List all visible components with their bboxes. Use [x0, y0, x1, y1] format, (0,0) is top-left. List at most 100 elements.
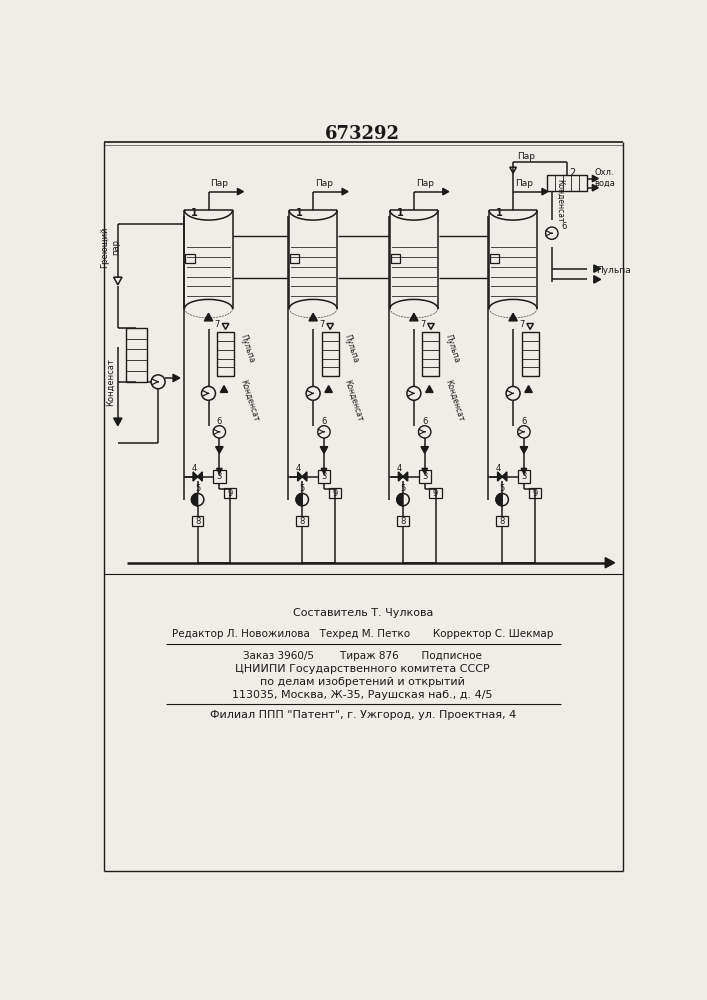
Polygon shape — [114, 418, 122, 426]
Circle shape — [306, 386, 320, 400]
Text: 6: 6 — [521, 417, 527, 426]
Text: Охл.
вода: Охл. вода — [595, 168, 615, 187]
Text: 3: 3 — [422, 472, 428, 481]
Bar — [322, 332, 339, 376]
Polygon shape — [498, 472, 502, 481]
Text: Конденсат: Конденсат — [343, 379, 365, 423]
Bar — [126, 328, 147, 382]
Polygon shape — [592, 185, 598, 191]
Polygon shape — [193, 472, 198, 481]
Text: 3: 3 — [321, 472, 327, 481]
Polygon shape — [422, 468, 428, 473]
Text: 6: 6 — [422, 417, 428, 426]
Bar — [529, 488, 541, 498]
Polygon shape — [502, 472, 507, 481]
Text: Конденсат: Конденсат — [105, 358, 115, 406]
Polygon shape — [192, 493, 198, 506]
Bar — [224, 488, 236, 498]
Polygon shape — [443, 188, 449, 195]
Text: 7: 7 — [519, 320, 525, 329]
Circle shape — [192, 493, 204, 506]
Circle shape — [296, 493, 308, 506]
Text: Конденсат: Конденсат — [556, 179, 565, 223]
Text: 1: 1 — [296, 208, 303, 218]
Bar — [496, 516, 508, 526]
Bar — [429, 488, 442, 498]
Circle shape — [213, 426, 226, 438]
Polygon shape — [403, 472, 408, 481]
Circle shape — [407, 386, 421, 400]
Text: 7: 7 — [420, 320, 426, 329]
Polygon shape — [320, 447, 328, 453]
Polygon shape — [542, 188, 548, 195]
Polygon shape — [221, 386, 228, 392]
Text: Пульпа: Пульпа — [238, 333, 256, 364]
Circle shape — [546, 227, 558, 239]
Polygon shape — [426, 386, 433, 392]
Bar — [317, 470, 330, 483]
Text: 673292: 673292 — [325, 125, 400, 143]
Polygon shape — [521, 468, 527, 473]
Polygon shape — [520, 447, 527, 453]
Text: Пар: Пар — [211, 179, 228, 188]
Polygon shape — [296, 493, 303, 506]
Bar — [522, 332, 539, 376]
Text: 9: 9 — [433, 489, 438, 498]
Polygon shape — [594, 265, 601, 272]
Text: Пульпа: Пульпа — [596, 266, 631, 275]
Circle shape — [317, 426, 330, 438]
Text: 8: 8 — [500, 517, 505, 526]
Bar — [192, 516, 204, 526]
Text: 4: 4 — [397, 464, 402, 473]
Text: Конденсат: Конденсат — [238, 379, 260, 423]
Polygon shape — [342, 188, 348, 195]
Polygon shape — [298, 472, 303, 481]
Bar — [397, 516, 409, 526]
Polygon shape — [204, 313, 213, 321]
Bar — [490, 254, 499, 263]
Circle shape — [419, 426, 431, 438]
Bar — [290, 254, 299, 263]
Text: по делам изобретений и открытий: по делам изобретений и открытий — [260, 677, 465, 687]
Polygon shape — [397, 493, 403, 506]
Text: ЦНИИПИ Государственного комитета СССР: ЦНИИПИ Государственного комитета СССР — [235, 664, 490, 674]
Text: 1: 1 — [496, 208, 503, 218]
Circle shape — [496, 493, 508, 506]
Text: Заказ 3960/5        Тираж 876       Подписное: Заказ 3960/5 Тираж 876 Подписное — [243, 651, 482, 661]
Circle shape — [518, 426, 530, 438]
Polygon shape — [594, 276, 601, 283]
Polygon shape — [216, 468, 222, 473]
Text: Пар: Пар — [416, 179, 433, 188]
Text: Пульпа: Пульпа — [443, 333, 461, 364]
Text: Греющий
пар: Греющий пар — [100, 226, 119, 268]
Bar — [217, 332, 234, 376]
Polygon shape — [303, 472, 307, 481]
Text: Пар: Пар — [315, 179, 333, 188]
Text: 4: 4 — [496, 464, 501, 473]
Text: 9: 9 — [332, 489, 337, 498]
Text: 6: 6 — [561, 222, 566, 231]
Polygon shape — [496, 493, 502, 506]
Polygon shape — [509, 313, 518, 321]
Text: 1: 1 — [191, 208, 198, 218]
Polygon shape — [564, 180, 571, 186]
Polygon shape — [173, 374, 180, 382]
Text: Пар: Пар — [517, 152, 535, 161]
Text: 5: 5 — [400, 484, 406, 493]
Text: 8: 8 — [300, 517, 305, 526]
Polygon shape — [605, 558, 614, 568]
Polygon shape — [592, 175, 598, 182]
Polygon shape — [409, 313, 418, 321]
Text: 7: 7 — [215, 320, 220, 329]
Text: 8: 8 — [400, 517, 406, 526]
Bar — [329, 488, 341, 498]
Text: 5: 5 — [300, 484, 305, 493]
Text: 4: 4 — [191, 464, 197, 473]
Bar — [296, 516, 308, 526]
Polygon shape — [421, 447, 428, 453]
Text: 6: 6 — [216, 417, 222, 426]
Text: 7: 7 — [320, 320, 325, 329]
Text: 5: 5 — [500, 484, 505, 493]
Text: Пульпа: Пульпа — [343, 333, 361, 364]
Text: 113035, Москва, Ж-35, Раушская наб., д. 4/5: 113035, Москва, Ж-35, Раушская наб., д. … — [233, 690, 493, 700]
